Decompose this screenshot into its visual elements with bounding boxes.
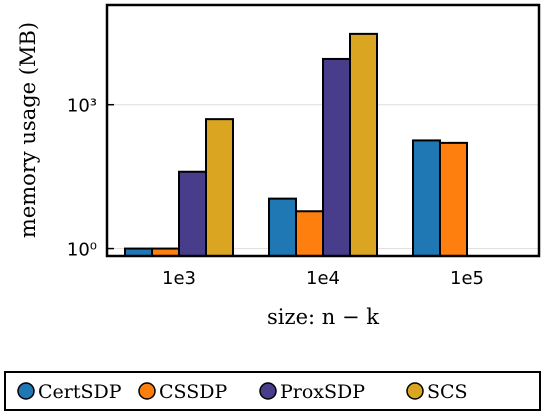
legend-marker-scs — [406, 382, 424, 400]
legend-marker-certsdp — [17, 382, 35, 400]
bar-scs-1e4 — [349, 32, 378, 257]
y-tick-label: 10⁰ — [67, 240, 97, 261]
x-axis-label: size: n − k — [267, 305, 379, 329]
bar-certsdp-1e5 — [412, 139, 441, 257]
legend-label-scs: SCS — [427, 381, 468, 403]
y-axis-label: memory usage (MB) — [16, 22, 40, 238]
x-tick-label: 1e4 — [306, 268, 340, 289]
legend-label-cssdp: CSSDP — [159, 381, 227, 403]
bar-proxsdp-1e4 — [322, 57, 351, 258]
x-tick-label: 1e5 — [450, 268, 484, 289]
x-tick-label: 1e3 — [162, 268, 196, 289]
legend-marker-cssdp — [138, 382, 156, 400]
legend: CertSDP CSSDP ProxSDP SCS — [4, 371, 541, 411]
legend-label-proxsdp: ProxSDP — [280, 381, 365, 403]
bar-certsdp-1e4 — [268, 197, 297, 257]
legend-marker-proxsdp — [259, 382, 277, 400]
bar-scs-1e3 — [205, 118, 234, 257]
x-ticks: 1e3 1e4 1e5 — [162, 250, 484, 289]
bars — [124, 32, 468, 258]
legend-label-certsdp: CertSDP — [38, 381, 122, 403]
bar-proxsdp-1e3 — [178, 170, 207, 257]
y-ticks: 10⁰ 10³ — [67, 96, 114, 261]
bar-cssdp-1e4 — [295, 210, 324, 257]
y-tick-label: 10³ — [67, 96, 97, 117]
bar-cssdp-1e5 — [439, 141, 468, 257]
